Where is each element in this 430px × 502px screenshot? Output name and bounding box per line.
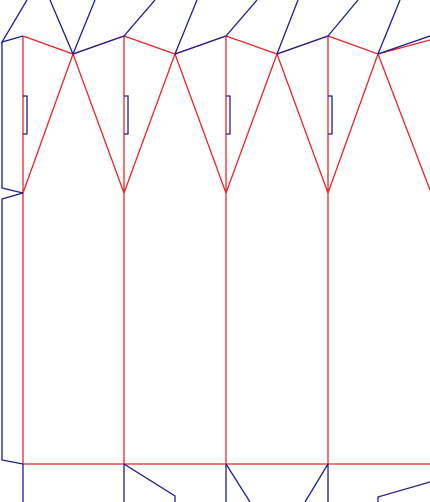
- top-flap: [174, 0, 258, 55]
- notch: [23, 95, 28, 135]
- top-flap: [276, 0, 359, 55]
- top-flap: [174, 0, 198, 55]
- left-edge-upper: [1, 42, 24, 194]
- fold-diagonals-3: [225, 52, 329, 194]
- fold-diagonals-1: [22, 52, 125, 194]
- top-flap: [49, 0, 156, 55]
- left-edge-lower: [1, 192, 24, 465]
- fold-lines: [22, 35, 430, 465]
- bottom-flap: [225, 463, 251, 502]
- top-flap: [377, 35, 430, 55]
- bottom-flap: [123, 463, 176, 502]
- notch: [124, 95, 129, 135]
- fold-diagonals-4: [327, 52, 430, 194]
- bottom-flap: [304, 463, 329, 502]
- notch: [328, 95, 333, 135]
- top-flap: [72, 0, 96, 55]
- bottom-flap: [377, 481, 430, 502]
- fold-diagonals-2: [123, 52, 227, 194]
- top-flap: [276, 0, 299, 55]
- top-flap: [377, 0, 401, 55]
- notch: [226, 95, 231, 135]
